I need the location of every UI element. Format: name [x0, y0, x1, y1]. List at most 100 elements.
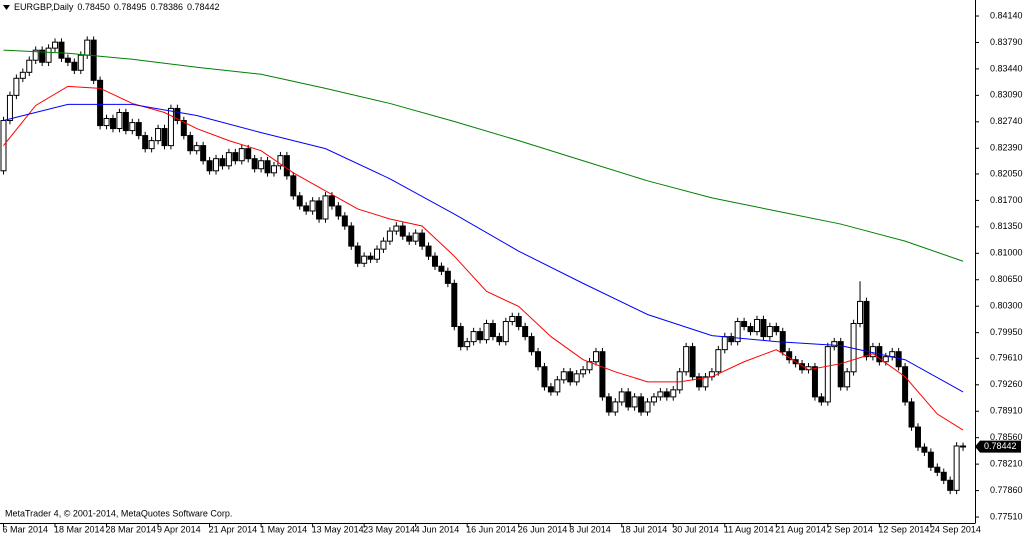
- y-tick-label: 0.80650: [990, 274, 1023, 284]
- y-tick-label: 0.82050: [990, 168, 1023, 178]
- candle-body: [142, 135, 149, 150]
- candle-body: [625, 391, 632, 408]
- candle-body: [90, 39, 97, 81]
- x-tick-label: 21 Aug 2014: [775, 524, 826, 534]
- candle-body: [721, 336, 728, 351]
- candle-body: [638, 396, 645, 413]
- moving-average-line: [3, 85, 964, 431]
- candle-body: [696, 376, 703, 388]
- x-tick-label: 4 Jun 2014: [415, 524, 460, 534]
- candle-body: [670, 389, 677, 398]
- candle-body: [419, 232, 426, 247]
- candle-body: [702, 376, 709, 388]
- candle-body: [19, 71, 26, 79]
- y-tick-label: 0.78560: [990, 432, 1023, 442]
- candle-body: [895, 351, 902, 368]
- candle-body: [683, 346, 690, 373]
- candle-body: [406, 235, 413, 242]
- y-tick-label: 0.81000: [990, 248, 1023, 258]
- candle-body: [535, 351, 542, 368]
- candle-body: [747, 326, 754, 333]
- candle-body: [32, 49, 39, 61]
- x-tick-label: 6 Mar 2014: [3, 524, 49, 534]
- candle-body: [52, 41, 59, 49]
- symbol: EURGBP,Daily: [14, 2, 74, 12]
- y-tick-label: 0.79950: [990, 327, 1023, 337]
- candle-body: [489, 323, 496, 338]
- candle-body: [245, 148, 252, 160]
- candle-body: [309, 200, 316, 212]
- candle-body: [509, 315, 516, 323]
- info-low: 0.78386: [150, 2, 183, 12]
- y-tick-label: 0.79260: [990, 379, 1023, 389]
- moving-average-line: [3, 49, 964, 262]
- info-high: 0.78495: [114, 2, 147, 12]
- x-tick-label: 26 Jun 2014: [518, 524, 568, 534]
- candle-body: [58, 41, 65, 59]
- x-tick-label: 11 Aug 2014: [724, 524, 774, 534]
- candle-body: [902, 366, 909, 403]
- candle-body: [644, 401, 651, 413]
- candle-body: [734, 321, 741, 343]
- candle-body: [200, 145, 207, 162]
- candle-body: [193, 145, 200, 152]
- candle-body: [811, 366, 818, 398]
- x-tick-label: 9 Apr 2014: [157, 524, 201, 534]
- candle-body: [464, 341, 471, 348]
- x-tick-label: 13 May 2014: [312, 524, 364, 534]
- candle-body: [303, 205, 310, 212]
- candle-body: [335, 205, 342, 217]
- candle-body: [374, 248, 381, 260]
- candle-body: [470, 331, 477, 343]
- candle-body: [605, 396, 612, 413]
- candle-body: [425, 245, 432, 257]
- candle-body: [251, 158, 258, 170]
- menu-arrow[interactable]: [3, 5, 10, 10]
- candle-body: [258, 160, 265, 170]
- candle-body: [650, 396, 657, 403]
- candle-body: [502, 321, 509, 343]
- candle-body: [206, 160, 213, 172]
- candle-body: [592, 351, 599, 363]
- candle-body: [444, 270, 451, 284]
- x-tick-label: 30 Jul 2014: [672, 524, 719, 534]
- candle-body: [818, 396, 825, 403]
- candle-body: [857, 300, 864, 325]
- candle-body: [348, 225, 355, 247]
- candle-body: [541, 366, 548, 388]
- y-tick-label: 0.84140: [990, 10, 1023, 20]
- candle-body: [554, 379, 561, 393]
- candle-body: [676, 371, 683, 391]
- candle-body: [109, 117, 116, 130]
- x-tick-label: 18 Mar 2014: [54, 524, 105, 534]
- candle-body: [296, 195, 303, 207]
- candle-body: [135, 122, 142, 137]
- candle-body: [483, 323, 490, 341]
- candle-body: [773, 326, 780, 333]
- current-price-tag: [975, 440, 1021, 453]
- candle-body: [97, 79, 104, 127]
- candle-body: [283, 155, 290, 177]
- candle-body: [367, 255, 374, 260]
- candle-body: [599, 351, 606, 398]
- candle-body: [380, 240, 387, 250]
- candle-body: [187, 135, 194, 152]
- candle-body: [13, 77, 20, 96]
- y-tick-label: 0.79610: [990, 353, 1023, 363]
- candle-body: [947, 479, 954, 491]
- candle-body: [167, 107, 174, 147]
- candle-body: [451, 282, 458, 328]
- candle-body: [457, 326, 464, 348]
- y-tick-label: 0.82390: [990, 143, 1023, 153]
- y-tick-label: 0.83440: [990, 63, 1023, 73]
- candle-body: [431, 255, 438, 267]
- candle-body: [831, 341, 838, 348]
- candle-body: [174, 107, 181, 122]
- candle-body: [155, 128, 162, 142]
- candle-body: [341, 215, 348, 227]
- candle-body: [496, 336, 503, 343]
- y-tick-label: 0.83090: [990, 90, 1023, 100]
- y-tick-label: 0.83790: [990, 37, 1023, 47]
- candle-body: [116, 112, 123, 130]
